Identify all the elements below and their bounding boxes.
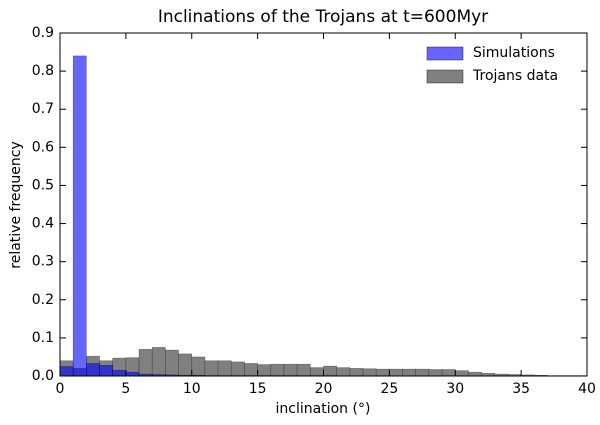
y-tick-label: 0.5 [32,177,54,193]
bar [126,372,139,376]
bar [363,369,376,376]
bar [324,366,337,376]
x-tick-label: 40 [578,381,596,397]
y-tick-label: 0.7 [32,101,54,117]
bar [403,369,416,376]
bar [350,368,363,376]
bar [218,361,231,376]
x-tick-label: 15 [249,381,267,397]
x-axis-label: inclination (°) [276,401,371,417]
y-tick-label: 0.1 [32,330,54,346]
bar [271,364,284,376]
bar [86,363,99,376]
legend-swatch [427,70,463,83]
bar [429,370,442,376]
bar [192,357,205,376]
plot-frame [60,33,587,376]
bar [376,369,389,376]
bar [231,362,244,376]
x-tick-label: 25 [380,381,398,397]
x-tick-label: 0 [56,381,65,397]
bar [244,363,257,376]
y-tick-label: 0.6 [32,139,54,155]
bar [284,364,297,376]
bar [258,365,271,376]
x-tick-label: 30 [446,381,464,397]
bar [455,371,468,376]
x-tick-label: 35 [512,381,530,397]
legend-swatch [427,47,463,60]
y-tick-label: 0.9 [32,25,54,41]
bar [337,368,350,376]
bar [73,56,86,376]
bar [468,372,481,376]
bar [152,347,165,376]
bar [310,368,323,376]
bar [442,370,455,376]
bar [416,369,429,376]
bar [139,349,152,376]
bar [60,366,73,376]
y-tick-label: 0.2 [32,292,54,308]
bar [205,361,218,376]
y-axis-label: relative frequency [8,141,24,268]
bar [165,350,178,376]
y-tick-label: 0.0 [32,368,54,384]
legend-label: Simulations [473,45,555,61]
bar [179,354,192,376]
y-tick-label: 0.3 [32,254,54,270]
y-tick-label: 0.8 [32,63,54,79]
x-tick-label: 5 [121,381,130,397]
bar [113,370,126,376]
bar [100,365,113,376]
y-tick-label: 0.4 [32,216,54,232]
x-tick-label: 10 [183,381,201,397]
bar [297,364,310,376]
x-tick-label: 20 [315,381,333,397]
bar [389,369,402,376]
chart-title: Inclinations of the Trojans at t=600Myr [158,7,488,27]
legend-label: Trojans data [472,68,558,84]
